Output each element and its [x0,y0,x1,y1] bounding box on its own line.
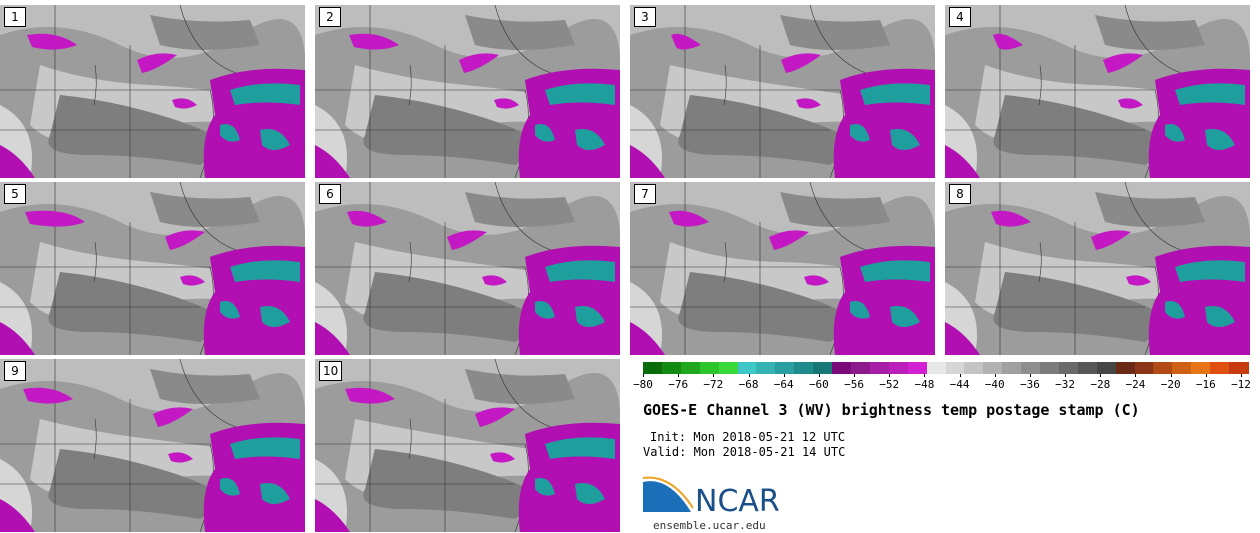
ensemble-member-panel: 3 [630,5,935,178]
colorbar-tick-label: −20 [1160,378,1181,391]
colorbar-segment [1172,362,1192,374]
colorbar-segment [1058,362,1079,374]
colorbar-segment [756,362,776,374]
colorbar-segment [1002,362,1022,374]
colorbar-tick-mark [854,374,856,377]
colorbar-tick-mark [924,374,926,377]
colorbar-segment [1077,362,1098,374]
colorbar-segment [1153,362,1173,374]
ncar-logo: NCAR ensemble.ucar.edu [642,476,793,532]
member-number-label: 7 [634,184,656,204]
colorbar-segment [813,362,833,374]
colorbar-tick-label: −12 [1231,378,1251,391]
colorbar-segment [737,362,757,374]
ensemble-member-panel: 10 [315,359,620,532]
colorbar-tick-mark [1205,374,1207,377]
colorbar-tick-label: −80 [633,378,653,391]
colorbar-tick-label: −48 [914,378,935,391]
colorbar-segment [661,362,682,374]
ensemble-member-panel: 8 [945,182,1250,355]
colorbar-tick-label: −72 [703,378,724,391]
colorbar [643,362,1249,374]
ncar-swoosh-icon [642,476,694,512]
colorbar-tick-mark [783,374,785,377]
ensemble-member-panel: 4 [945,5,1250,178]
member-number-label: 9 [4,361,26,381]
colorbar-tick-mark [1135,374,1137,377]
colorbar-segment [680,362,701,374]
colorbar-tick-mark [994,374,996,377]
colorbar-tick-mark [818,374,820,377]
colorbar-tick-mark [1065,374,1067,377]
colorbar-tick-label: −76 [668,378,689,391]
colorbar-segment [1210,362,1230,374]
colorbar-segment [983,362,1003,374]
colorbar-tick-label: −56 [844,378,864,391]
member-number-label: 4 [949,7,971,27]
colorbar-segment [869,362,890,374]
colorbar-segment [888,362,909,374]
colorbar-tick-label: −32 [1055,378,1076,391]
colorbar-segment [775,362,795,374]
ensemble-member-panel: 1 [0,5,305,178]
figure-title: GOES-E Channel 3 (WV) brightness temp po… [643,401,1140,419]
init-time: Init: Mon 2018-05-21 12 UTC [650,430,846,444]
member-number-label: 10 [319,361,343,381]
colorbar-tick-label: −24 [1125,378,1146,391]
colorbar-tick-mark [1170,374,1172,377]
colorbar-tick-mark [959,374,961,377]
colorbar-tick-label: −44 [949,378,970,391]
colorbar-segment [964,362,984,374]
member-number-label: 1 [4,7,26,27]
colorbar-segment [1040,362,1060,374]
ensemble-member-panel: 7 [630,182,935,355]
valid-time: Valid: Mon 2018-05-21 14 UTC [643,445,846,459]
member-number-label: 6 [319,184,341,204]
colorbar-tick-label: −40 [984,378,1005,391]
colorbar-tick-label: −68 [738,378,759,391]
colorbar-segment [718,362,739,374]
colorbar-segment [926,362,946,374]
colorbar-tick-label: −52 [879,378,900,391]
colorbar-tick-mark [1241,374,1242,377]
colorbar-tick-mark [1100,374,1102,377]
ensemble-member-panel: 2 [315,5,620,178]
colorbar-tick-mark [643,374,644,377]
colorbar-segment [794,362,814,374]
logo-wordmark: NCAR [695,484,780,519]
ensemble-member-panel: 9 [0,359,305,532]
colorbar-segment [1021,362,1041,374]
colorbar-segment [832,362,852,374]
colorbar-segment [945,362,965,374]
logo-url: ensemble.ucar.edu [653,519,766,532]
colorbar-segment [1115,362,1136,374]
colorbar-tick-label: −64 [773,378,794,391]
colorbar-segment [1191,362,1211,374]
colorbar-tick-mark [889,374,891,377]
member-number-label: 2 [319,7,341,27]
colorbar-tick-mark [1029,374,1031,377]
ensemble-member-panel: 6 [315,182,620,355]
colorbar-tick-mark [713,374,715,377]
ensemble-member-panel: 5 [0,182,305,355]
member-number-label: 3 [634,7,656,27]
colorbar-segment [1229,362,1249,374]
colorbar-tick-label: −16 [1195,378,1216,391]
colorbar-tick-mark [748,374,750,377]
colorbar-segment [850,362,871,374]
colorbar-segment [699,362,720,374]
colorbar-segment [1096,362,1117,374]
colorbar-tick-mark [678,374,680,377]
colorbar-tick-label: −28 [1090,378,1111,391]
colorbar-segment [907,362,928,374]
colorbar-tick-label: −36 [1020,378,1040,391]
member-number-label: 8 [949,184,971,204]
colorbar-segment [1134,362,1154,374]
colorbar-tick-label: −60 [808,378,829,391]
member-number-label: 5 [4,184,26,204]
colorbar-segment [643,362,663,374]
